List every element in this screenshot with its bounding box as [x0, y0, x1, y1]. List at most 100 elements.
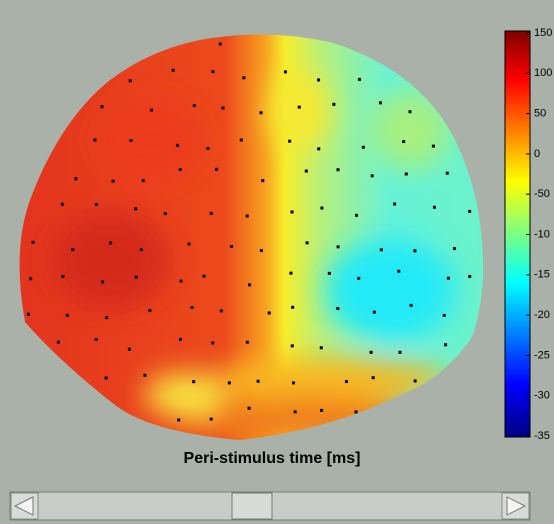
- electrode: [319, 346, 323, 350]
- electrode: [141, 179, 145, 183]
- electrode: [202, 274, 206, 278]
- electrode: [371, 376, 375, 380]
- electrode: [361, 145, 365, 149]
- electrode: [404, 172, 408, 176]
- electrode: [453, 247, 457, 251]
- colorbar-tick-label: -30: [534, 390, 550, 402]
- electrode: [215, 167, 219, 171]
- colorbar-tick-label: -50: [534, 188, 550, 200]
- electrode: [247, 406, 251, 410]
- electrode: [56, 340, 60, 344]
- electrode: [468, 274, 472, 278]
- electrode: [305, 241, 309, 245]
- electrode: [320, 408, 324, 412]
- electrode: [259, 111, 263, 115]
- electrode: [393, 202, 397, 206]
- electrode: [355, 213, 359, 217]
- electrode: [105, 316, 109, 320]
- scroll-right-button[interactable]: [501, 492, 530, 520]
- electrode: [289, 271, 293, 275]
- electrode: [148, 309, 152, 313]
- electrode: [245, 340, 249, 344]
- electrode: [336, 245, 340, 249]
- electrode: [357, 276, 361, 280]
- electrode: [327, 271, 331, 275]
- electrode: [209, 211, 213, 215]
- electrode: [445, 171, 449, 175]
- electrode: [227, 381, 231, 385]
- topography-map: [19, 34, 484, 440]
- electrode: [372, 310, 376, 314]
- electrode: [163, 212, 167, 216]
- electrode: [206, 146, 210, 150]
- electrode: [101, 280, 105, 284]
- electrode: [71, 248, 75, 252]
- electrode: [245, 214, 249, 218]
- electrode: [297, 105, 301, 109]
- electrode: [171, 68, 175, 72]
- electrode: [288, 139, 292, 143]
- electrode: [179, 279, 183, 283]
- electrode: [336, 307, 340, 311]
- electrode: [239, 138, 243, 142]
- electrode: [442, 313, 446, 317]
- electrode: [29, 277, 33, 281]
- electrode: [218, 42, 222, 46]
- electrode: [248, 283, 252, 287]
- electrode: [283, 70, 287, 74]
- electrode: [149, 108, 153, 112]
- electrode: [177, 418, 181, 422]
- electrode: [190, 305, 194, 309]
- electrode: [320, 206, 324, 210]
- electrode: [332, 102, 336, 106]
- electrode: [408, 110, 412, 114]
- scrollbar[interactable]: [9, 491, 531, 521]
- electrode: [209, 417, 213, 421]
- electrode: [402, 140, 406, 144]
- electrode: [317, 147, 321, 151]
- electrode: [291, 381, 295, 385]
- electrodes: [26, 42, 472, 422]
- electrode: [129, 139, 133, 143]
- scroll-thumb[interactable]: [231, 492, 273, 520]
- electrode: [446, 276, 450, 280]
- electrode: [468, 209, 472, 213]
- electrode: [31, 240, 35, 244]
- electrode: [432, 205, 436, 209]
- electrode: [211, 70, 215, 74]
- electrode: [242, 76, 246, 80]
- electrode: [370, 174, 374, 178]
- electrode: [219, 309, 223, 313]
- electrode: [139, 248, 143, 252]
- electrode: [444, 343, 448, 347]
- electrode: [109, 241, 113, 245]
- electrode: [256, 379, 260, 383]
- electrode: [431, 144, 435, 148]
- x-label: Peri-stimulus time [ms]: [184, 450, 361, 467]
- electrode: [100, 105, 104, 109]
- electrode: [378, 101, 382, 105]
- electrode: [104, 376, 108, 380]
- electrode: [61, 274, 65, 278]
- colorbar-tick-label: -20: [534, 309, 550, 321]
- colorbar-tick-label: 0: [534, 148, 540, 160]
- electrode: [211, 341, 215, 345]
- electrode: [317, 78, 321, 82]
- electrode: [74, 177, 78, 181]
- electrode: [293, 410, 297, 414]
- electrode: [111, 179, 115, 183]
- electrode: [413, 379, 417, 383]
- electrode: [413, 249, 417, 253]
- electrode: [26, 312, 30, 316]
- electrode: [267, 311, 271, 315]
- electrode: [60, 202, 64, 206]
- electrode: [409, 303, 413, 307]
- colorbar-tick-label: -10: [534, 228, 550, 240]
- colorbar-tick-label: 150: [534, 27, 552, 39]
- electrode: [259, 249, 263, 253]
- colorbar-tick-label: 50: [534, 108, 546, 120]
- electrode: [178, 337, 182, 341]
- electrode: [304, 169, 308, 173]
- scroll-left-button[interactable]: [10, 492, 39, 520]
